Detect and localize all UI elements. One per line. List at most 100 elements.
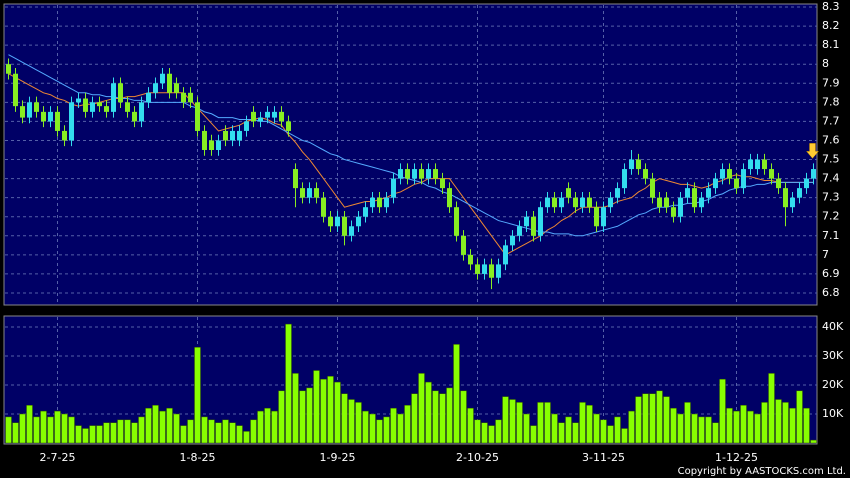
candle-body	[713, 178, 718, 189]
candle-body	[734, 178, 739, 189]
candle-body	[433, 169, 438, 179]
candle-body	[90, 102, 95, 112]
volume-bar	[453, 344, 460, 444]
candle-body	[587, 197, 592, 208]
candle-body	[545, 197, 550, 208]
candle-body	[76, 98, 81, 103]
volume-bar	[306, 387, 313, 444]
candle-body	[699, 197, 704, 208]
volume-bar	[810, 439, 817, 444]
candle-body	[265, 111, 270, 118]
y-tick-label: 6.8	[822, 286, 840, 299]
candle-body	[328, 216, 333, 227]
volume-bar	[243, 431, 250, 444]
candle-body	[195, 102, 200, 131]
volume-bar	[467, 407, 474, 444]
y-tick-label: 8	[822, 57, 829, 70]
volume-bar	[621, 428, 628, 444]
volume-bar	[607, 425, 614, 444]
volume-bar	[446, 387, 453, 444]
candle-body	[335, 216, 340, 227]
volume-bar	[110, 422, 117, 444]
candle-body	[125, 102, 130, 112]
volume-bar	[61, 413, 68, 444]
price-panel	[3, 3, 818, 306]
candle-body	[216, 140, 221, 150]
volume-bar	[250, 419, 257, 444]
volume-bar	[229, 422, 236, 444]
candle-body	[580, 197, 585, 208]
x-tick-label: 2-7-25	[40, 451, 76, 464]
candle-body	[405, 169, 410, 179]
candle-body	[188, 92, 193, 103]
x-tick-label: 1-8-25	[180, 451, 216, 464]
candle-body	[755, 159, 760, 170]
volume-bar	[565, 416, 572, 444]
candle-body	[244, 121, 249, 131]
y2-tick-label: 10K	[822, 407, 844, 420]
candle-body	[678, 197, 683, 217]
volume-bar	[516, 402, 523, 444]
candle-body	[748, 159, 753, 170]
volume-bar	[684, 402, 691, 444]
candle-body	[447, 188, 452, 208]
candle-body	[685, 188, 690, 198]
candle-body	[692, 188, 697, 208]
volume-bar	[425, 381, 432, 444]
candle-body	[538, 207, 543, 236]
candle-body	[657, 197, 662, 208]
candle-body	[132, 111, 137, 122]
candle-body	[664, 197, 669, 208]
candle-body	[594, 207, 599, 227]
candle-body	[391, 178, 396, 198]
y-tick-label: 7.8	[822, 95, 840, 108]
volume-bar	[495, 419, 502, 444]
volume-bar	[47, 416, 54, 444]
volume-bar	[320, 378, 327, 444]
y2-tick-label: 30K	[822, 349, 844, 362]
candle-body	[111, 83, 116, 112]
volume-bar	[390, 407, 397, 444]
candle-body	[496, 264, 501, 278]
candle-body	[776, 178, 781, 189]
volume-bar	[747, 410, 754, 444]
volume-bar	[82, 428, 89, 444]
volume-bar	[803, 407, 810, 444]
candle-body	[741, 169, 746, 189]
candle-body	[636, 159, 641, 170]
candle-body	[202, 130, 207, 150]
candle-body	[790, 197, 795, 208]
candle-body	[13, 73, 18, 107]
volume-bar	[502, 396, 509, 444]
candle-body	[811, 169, 816, 179]
volume-bar	[26, 405, 33, 444]
volume-bar	[376, 419, 383, 444]
candle-body	[293, 169, 298, 189]
candle-body	[174, 83, 179, 93]
volume-bar	[362, 410, 369, 444]
candle-body	[363, 207, 368, 217]
volume-bar	[117, 419, 124, 444]
candle-body	[398, 169, 403, 179]
candle-body	[307, 188, 312, 198]
candle-body	[601, 207, 606, 227]
volume-bar	[397, 413, 404, 444]
candle-body	[804, 178, 809, 189]
candle-body	[769, 169, 774, 179]
candle-body	[629, 159, 634, 170]
candle-body	[223, 130, 228, 141]
x-tick-label: 1-9-25	[320, 451, 356, 464]
volume-bar	[775, 399, 782, 444]
candle-body	[797, 188, 802, 198]
candle-body	[426, 169, 431, 179]
candle-body	[146, 92, 151, 103]
candle-body	[552, 197, 557, 208]
volume-bar	[138, 416, 145, 444]
candle-body	[489, 264, 494, 278]
candle-body	[615, 188, 620, 198]
candle-body	[300, 188, 305, 198]
candle-body	[69, 102, 74, 141]
candle-body	[48, 111, 53, 122]
volume-bar	[698, 416, 705, 444]
volume-bar	[726, 407, 733, 444]
